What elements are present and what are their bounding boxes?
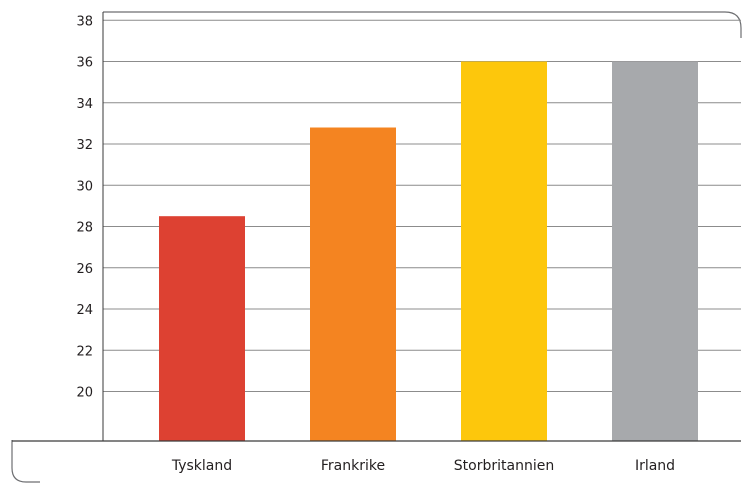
bar-storbritannien [461,61,547,441]
y-tick-label: 34 [76,97,93,112]
bars [159,61,698,441]
bar-frankrike [310,127,396,441]
y-tick-labels: 20 22 24 26 28 30 32 34 36 38 [76,14,93,400]
y-tick-label: 32 [76,138,93,153]
bar-tyskland [159,216,245,441]
x-tick-label-frankrike: Frankrike [321,458,385,474]
y-tick-label: 38 [76,14,93,29]
x-tick-labels: Tyskland Frankrike Storbritannien Irland [171,458,675,474]
x-tick-label-tyskland: Tyskland [171,458,232,474]
y-tick-label: 24 [76,303,93,318]
x-tick-label-storbritannien: Storbritannien [454,458,554,474]
y-tick-label: 26 [76,262,93,277]
y-tick-label: 28 [76,221,93,236]
y-tick-label: 22 [76,344,93,359]
frame-top-right-corner [103,11,742,38]
bar-irland [612,61,698,441]
y-tick-label: 20 [76,386,93,401]
y-tick-label: 30 [76,179,93,194]
frame-bottom-left-corner [11,440,40,483]
y-tick-label: 36 [76,56,93,71]
x-tick-label-irland: Irland [635,458,675,474]
